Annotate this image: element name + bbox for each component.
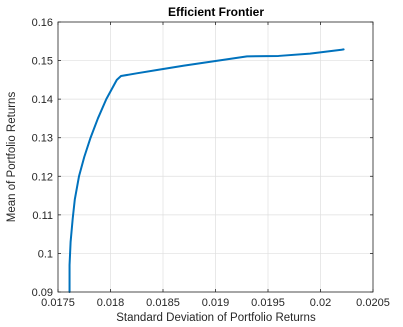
y-tick-label: 0.14 bbox=[32, 94, 53, 106]
y-axis-label: Mean of Portfolio Returns bbox=[6, 92, 18, 223]
x-tick-label: 0.02 bbox=[310, 297, 331, 309]
x-tick-label: 0.0185 bbox=[146, 297, 180, 309]
x-tick-label: 0.0175 bbox=[41, 297, 75, 309]
y-tick-label: 0.16 bbox=[32, 17, 53, 29]
y-tick-label: 0.1 bbox=[38, 248, 53, 260]
x-tick-label: 0.019 bbox=[202, 297, 230, 309]
chart-title: Efficient Frontier bbox=[168, 5, 264, 19]
x-tick-label: 0.018 bbox=[97, 297, 125, 309]
ticks: 0.0175 0.018 0.0185 0.019 0.0195 0.02 0.0205 0.… bbox=[32, 17, 390, 309]
y-tick-label: 0.15 bbox=[32, 56, 53, 68]
y-tick-label: 0.12 bbox=[32, 171, 53, 183]
frontier-line bbox=[68, 48, 345, 293]
y-tick-label: 0.11 bbox=[32, 210, 53, 222]
x-tick-label: 0.0205 bbox=[356, 297, 390, 309]
series-group bbox=[68, 48, 345, 293]
y-tick-label: 0.09 bbox=[32, 287, 53, 299]
x-tick-label: 0.0195 bbox=[251, 297, 285, 309]
y-tick-label: 0.13 bbox=[32, 133, 53, 145]
x-axis-label: Standard Deviation of Portfolio Returns bbox=[116, 312, 316, 324]
